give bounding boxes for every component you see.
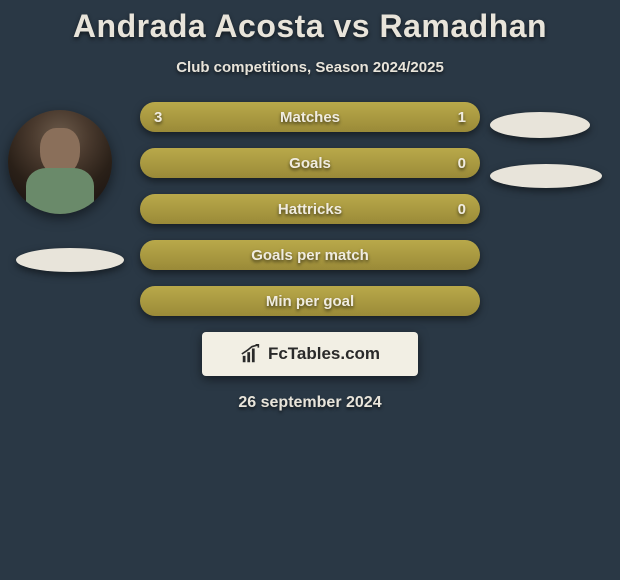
stat-bar-row: 0Hattricks — [140, 194, 480, 224]
stat-bar-row: 0Goals — [140, 148, 480, 178]
stat-label: Min per goal — [140, 286, 480, 316]
logo-text: FcTables.com — [268, 344, 380, 364]
subtitle: Club competitions, Season 2024/2025 — [0, 59, 620, 76]
comparison-card: Andrada Acosta vs Ramadhan Club competit… — [0, 0, 620, 412]
stat-bar-row: 31Matches — [140, 102, 480, 132]
logo-badge: FcTables.com — [202, 332, 418, 376]
stat-label: Goals — [140, 148, 480, 178]
stat-bars: 31Matches 0Goals 0Hattricks Goals per match… — [140, 102, 480, 316]
main-area: 31Matches 0Goals 0Hattricks Goals per match… — [0, 102, 620, 412]
player-right-name-pill-1 — [490, 112, 590, 138]
player-left-avatar — [8, 110, 112, 214]
stat-label: Hattricks — [140, 194, 480, 224]
stat-bar-row: Goals per match — [140, 240, 480, 270]
chart-icon — [240, 343, 262, 365]
player-left-name-pill — [16, 248, 124, 272]
player-right-name-pill-2 — [490, 164, 602, 188]
date-label: 26 september 2024 — [0, 394, 620, 412]
stat-label: Goals per match — [140, 240, 480, 270]
page-title: Andrada Acosta vs Ramadhan — [0, 8, 620, 45]
stat-label: Matches — [140, 102, 480, 132]
stat-bar-row: Min per goal — [140, 286, 480, 316]
